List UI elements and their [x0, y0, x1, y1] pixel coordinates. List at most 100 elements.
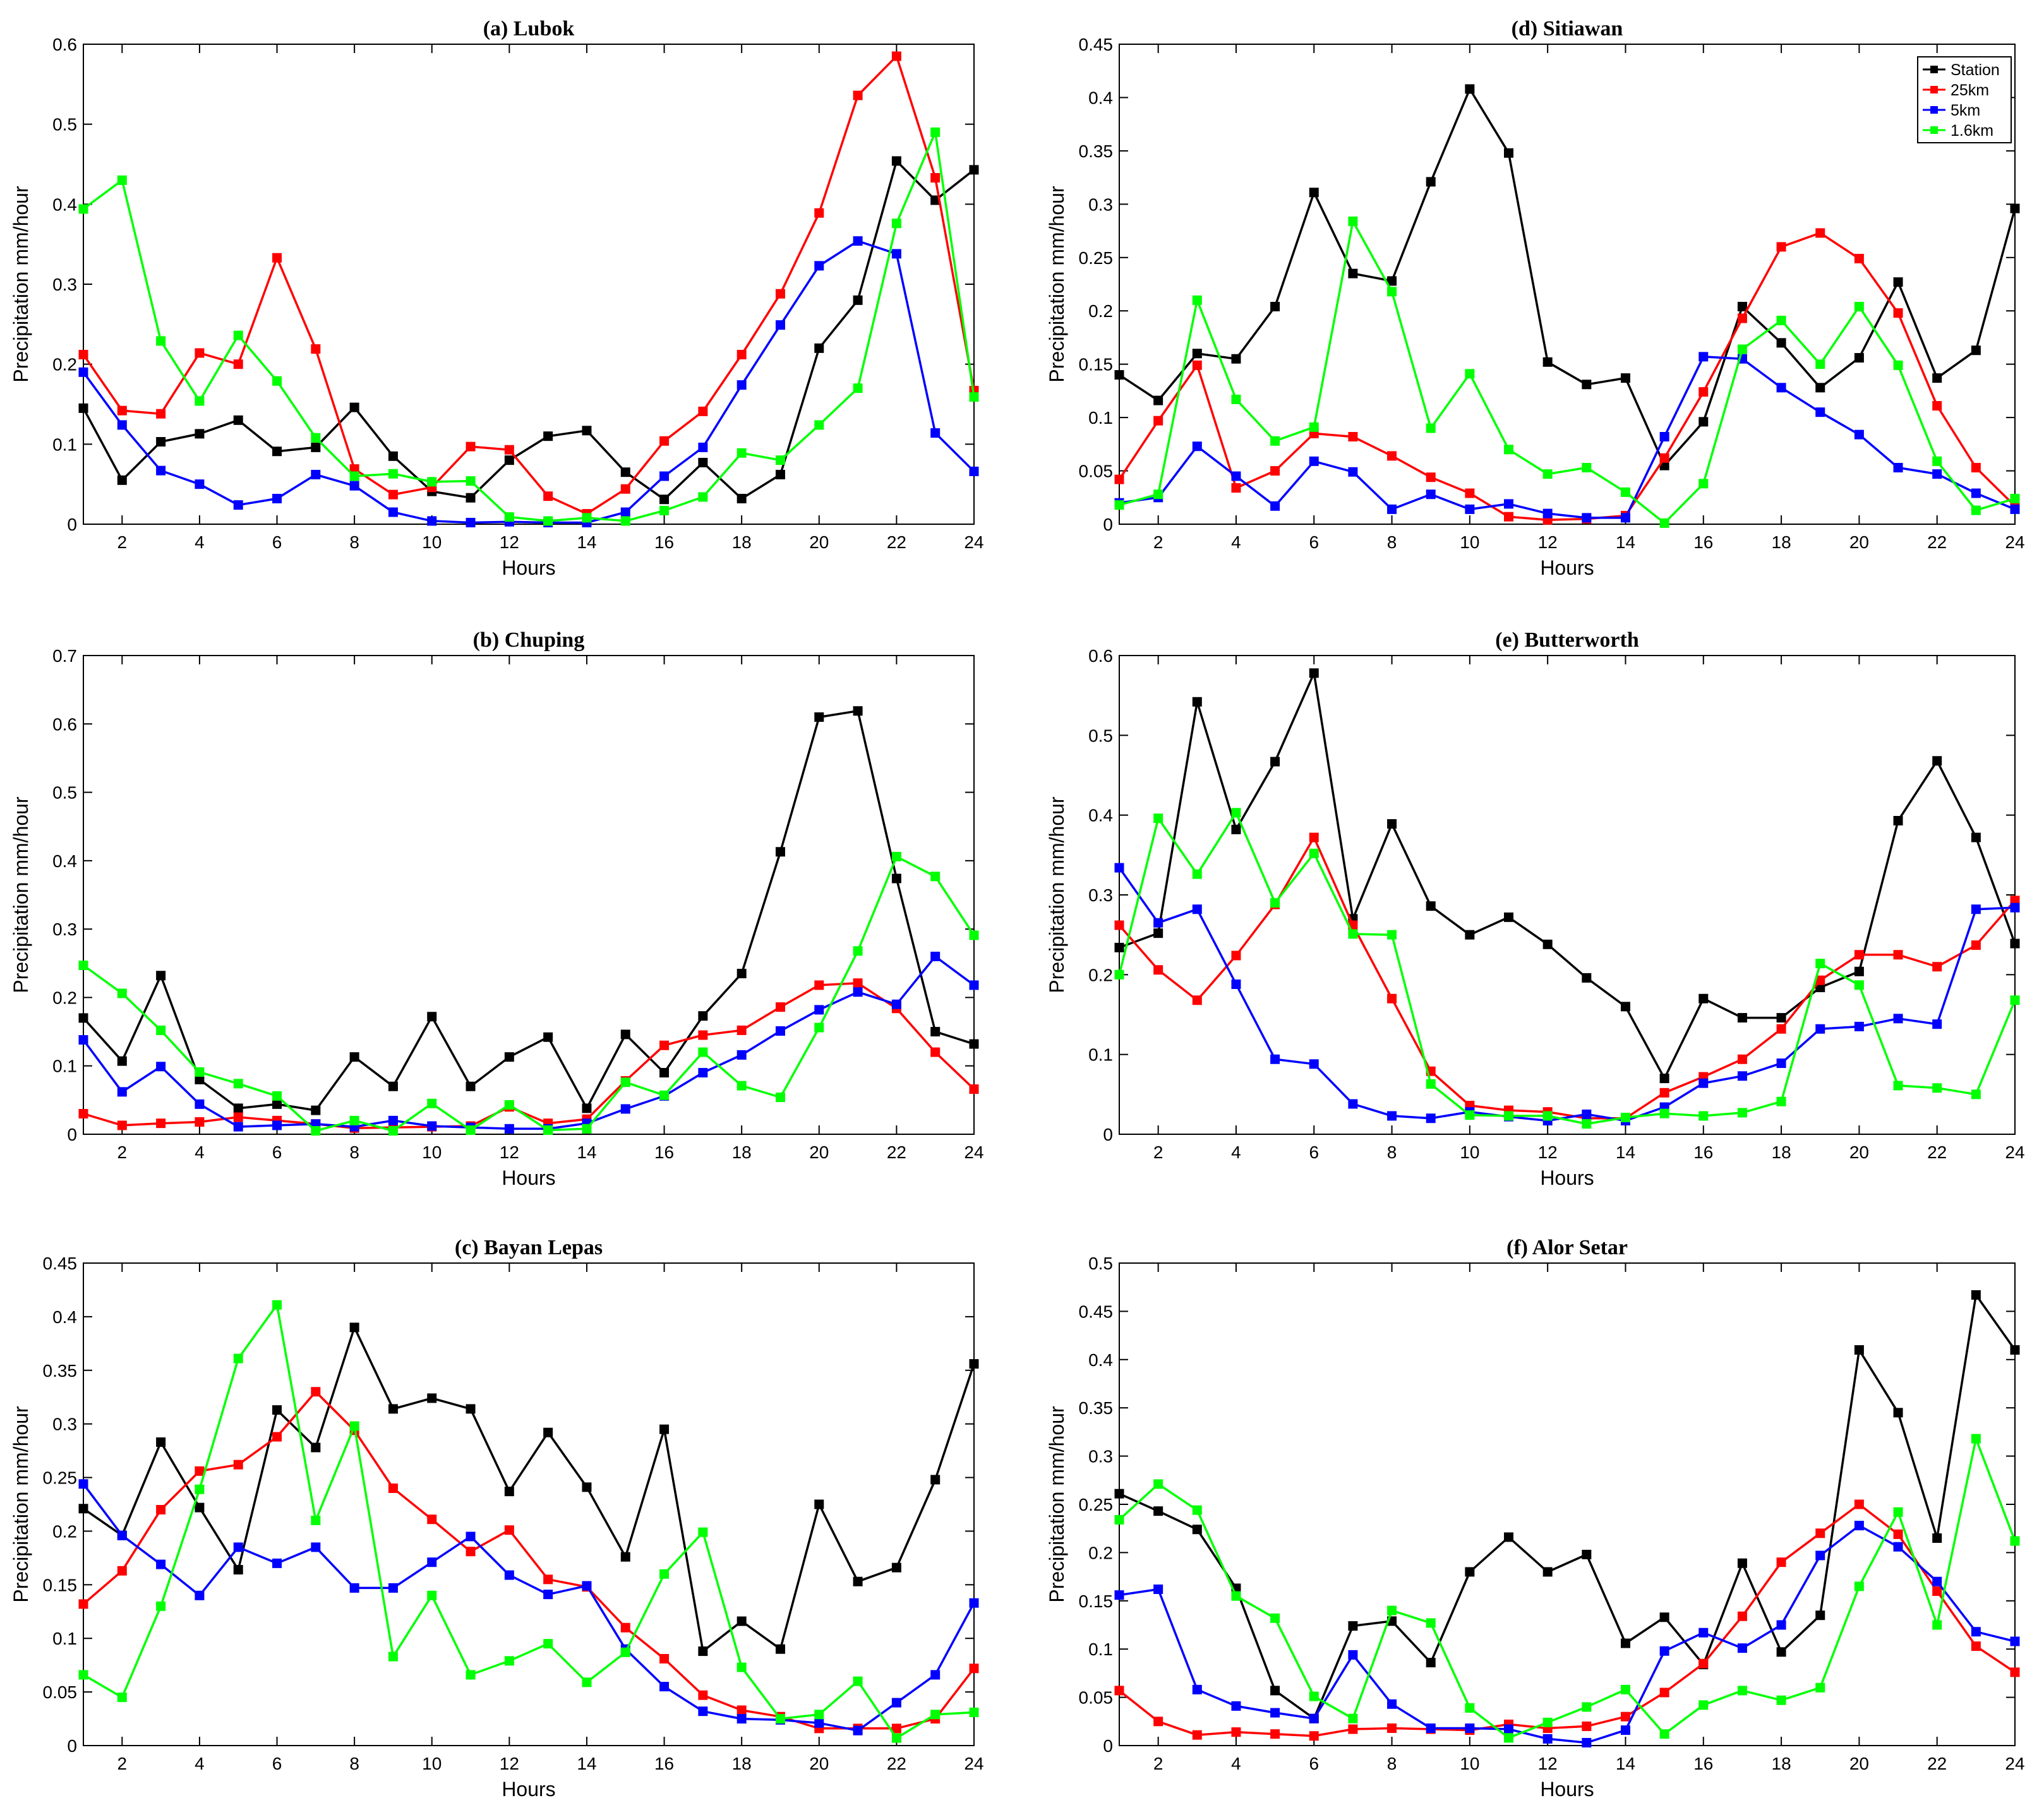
data-point — [504, 1487, 514, 1497]
data-point — [78, 349, 88, 359]
data-point — [1815, 1682, 1825, 1693]
data-point — [1698, 1658, 1709, 1669]
data-point — [1776, 1013, 1786, 1023]
y-tick-label: 0.35 — [1079, 1398, 1114, 1418]
series-station — [1114, 84, 2020, 470]
data-point — [1114, 500, 1124, 510]
legend-swatch-marker — [1930, 126, 1938, 134]
y-axis-label: Precipitation mm/hour — [9, 186, 32, 383]
y-tick-label: 0.2 — [1088, 301, 1113, 321]
y-axis-label: Precipitation mm/hour — [9, 1406, 32, 1603]
series-line — [82, 160, 975, 501]
data-point — [659, 1424, 670, 1434]
x-tick-label: 10 — [422, 532, 442, 552]
data-point — [1582, 973, 1592, 983]
data-point — [1426, 1723, 1436, 1733]
x-tick-label: 16 — [654, 1754, 674, 1773]
data-point — [1932, 401, 1942, 411]
data-point — [1465, 1703, 1475, 1713]
x-axis-label: Hours — [1540, 1778, 1594, 1801]
y-tick-label: 0.4 — [1088, 88, 1113, 107]
data-point — [311, 433, 321, 443]
x-tick-label: 18 — [1772, 532, 1791, 552]
series-line — [82, 709, 975, 1112]
data-point — [1309, 188, 1319, 198]
data-point — [1114, 370, 1124, 380]
data-point — [1659, 1646, 1669, 1656]
data-point — [1659, 1108, 1669, 1118]
data-point — [582, 1103, 592, 1113]
x-tick-label: 20 — [1849, 532, 1869, 552]
panel-a: 00.10.20.30.40.50.62 4 6 8 10 12 14 16 18 20 22 24(… — [9, 17, 984, 579]
series-km5 — [1114, 352, 2020, 523]
series-km25 — [78, 978, 979, 1133]
data-point — [1542, 1567, 1553, 1577]
x-tick-label: 24 — [2005, 532, 2024, 552]
series-line — [82, 955, 975, 1130]
data-point — [1932, 756, 1942, 766]
data-point — [1893, 816, 1903, 826]
data-point — [1504, 1532, 1514, 1542]
data-point — [891, 1733, 901, 1743]
data-point — [1932, 1019, 1942, 1029]
legend-swatch-marker — [1930, 106, 1938, 114]
data-point — [1153, 1584, 1163, 1594]
series-station — [1114, 1290, 2020, 1723]
data-point — [233, 415, 243, 425]
data-point — [814, 1005, 824, 1015]
data-point — [1854, 429, 1864, 440]
y-tick-label: 0.6 — [52, 714, 77, 734]
data-point — [117, 1566, 127, 1576]
data-point — [1387, 993, 1397, 1004]
y-tick-label: 0.2 — [1088, 965, 1113, 985]
data-point — [969, 1707, 979, 1717]
series-line — [1119, 356, 2016, 519]
y-tick-label: 0 — [1103, 1736, 1113, 1756]
x-tick-label: 14 — [1616, 532, 1635, 552]
data-point — [1192, 1505, 1202, 1515]
data-point — [78, 1599, 88, 1609]
data-point — [1387, 287, 1397, 297]
panel-title: (e) Butterworth — [1495, 628, 1639, 652]
data-point — [1192, 441, 1202, 452]
data-point — [388, 451, 398, 461]
data-point — [582, 1124, 592, 1134]
data-point — [814, 1022, 824, 1033]
data-point — [1309, 668, 1319, 678]
data-point — [1504, 512, 1514, 522]
data-point — [814, 980, 824, 990]
data-point — [272, 376, 282, 386]
data-point — [891, 51, 901, 61]
data-point — [388, 1115, 398, 1125]
data-point — [853, 978, 863, 988]
data-point — [698, 1030, 708, 1040]
y-axis-label: Precipitation mm/hour — [1045, 186, 1068, 383]
data-point — [1542, 357, 1553, 367]
data-point — [1309, 1059, 1319, 1069]
series-km1_6 — [78, 1300, 979, 1743]
x-tick-label: 20 — [809, 532, 829, 552]
data-point — [117, 988, 127, 998]
data-point — [1854, 966, 1864, 976]
data-point — [1737, 313, 1747, 323]
data-point — [1932, 373, 1942, 383]
legend-entry-km1_6: 1.6km — [1923, 122, 1993, 140]
data-point — [233, 1353, 243, 1363]
data-point — [1893, 462, 1903, 472]
data-point — [1582, 1549, 1592, 1559]
data-point — [853, 1725, 863, 1735]
data-point — [78, 961, 88, 971]
data-point — [659, 1682, 670, 1692]
panel-b: 00.10.20.30.40.50.60.72 4 6 8 10 12 14 16 18 20 22… — [9, 628, 984, 1189]
data-point — [1737, 1558, 1747, 1568]
data-point — [1387, 276, 1397, 286]
data-point — [1348, 216, 1358, 226]
legend-entry-station: Station — [1923, 61, 2000, 79]
y-tick-label: 0 — [67, 1736, 77, 1756]
data-point — [736, 1705, 747, 1715]
y-tick-label: 0.3 — [1088, 1447, 1113, 1466]
data-point — [1971, 462, 1981, 472]
data-point — [1192, 349, 1202, 359]
data-point — [1893, 1408, 1903, 1418]
data-point — [814, 208, 824, 218]
